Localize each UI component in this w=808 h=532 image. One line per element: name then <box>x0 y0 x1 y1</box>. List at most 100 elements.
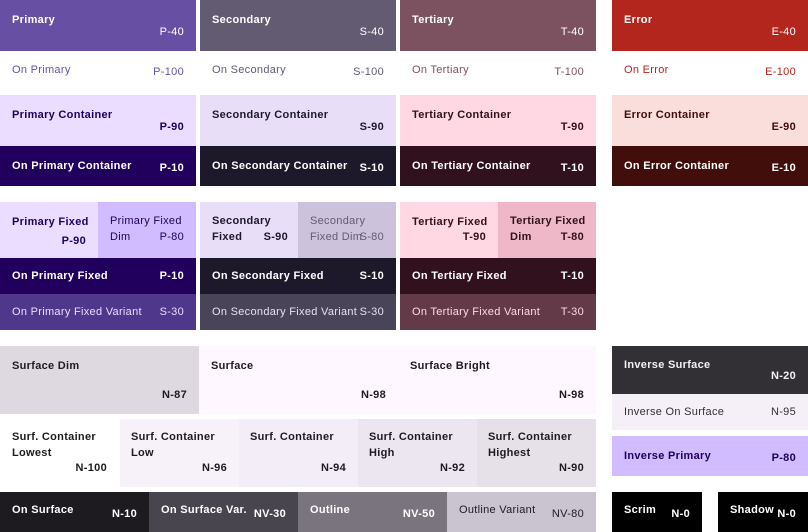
swatch-code: P-100 <box>153 66 184 79</box>
outline-variant-swatch[interactable]: Outline Variant NV-80 <box>447 492 596 532</box>
secondary-fixed-swatch[interactable]: Secondary Fixed S-90 <box>200 202 298 258</box>
inverse-primary-swatch[interactable]: Inverse Primary P-80 <box>612 436 808 476</box>
on-tertiary-fixed-variant-swatch[interactable]: On Tertiary Fixed Variant T-30 <box>400 294 596 330</box>
swatch-label: Primary Fixed <box>12 216 89 228</box>
swatch-code: N-0 <box>777 508 796 521</box>
swatch-label-line2: Low <box>131 447 154 459</box>
swatch-label: Tertiary Container <box>412 109 512 121</box>
swatch-label: Scrim <box>624 503 657 516</box>
swatch-label: On Secondary <box>212 64 286 76</box>
on-secondary-fixed-swatch[interactable]: On Secondary Fixed S-10 <box>200 258 396 294</box>
on-tertiary-container-swatch[interactable]: On Tertiary Container T-10 <box>400 146 596 186</box>
tertiary-swatch[interactable]: Tertiary T-40 <box>400 0 596 51</box>
swatch-label: Secondary Container <box>212 109 329 121</box>
swatch-code: P-10 <box>159 270 184 282</box>
secondary-swatch[interactable]: Secondary S-40 <box>200 0 396 51</box>
swatch-label: On Tertiary <box>412 64 469 76</box>
swatch-code: N-96 <box>201 462 227 474</box>
swatch-label: On Secondary Fixed <box>212 270 324 282</box>
swatch-label: On Surface <box>12 503 74 516</box>
swatch-code: P-80 <box>771 452 796 465</box>
swatch-label-line2: Dim <box>510 231 532 243</box>
primary-container-swatch[interactable]: Primary Container P-90 <box>0 95 196 146</box>
swatch-label: On Secondary Fixed Variant <box>212 306 358 318</box>
swatch-label-block: Secondary Fixed Dim <box>310 213 365 245</box>
swatch-label: Error <box>624 14 653 26</box>
swatch-code: E-100 <box>765 66 796 79</box>
swatch-label: Surface Bright <box>410 360 490 372</box>
swatch-code: E-90 <box>771 121 796 133</box>
on-secondary-swatch[interactable]: On Secondary S-100 <box>200 51 396 89</box>
secondary-fixed-dim-swatch[interactable]: Secondary Fixed Dim S-80 <box>298 202 396 258</box>
swatch-code: N-90 <box>558 462 584 474</box>
on-surface-variant-swatch[interactable]: On Surface Var. NV-30 <box>149 492 298 532</box>
surface-container-swatch[interactable]: Surf. Container N-94 <box>239 419 358 487</box>
swatch-code: N-95 <box>770 406 796 418</box>
on-secondary-fixed-variant-swatch[interactable]: On Secondary Fixed Variant S-30 <box>200 294 396 330</box>
swatch-label: Inverse On Surface <box>624 406 725 418</box>
surface-container-low-swatch[interactable]: Surf. Container Low N-96 <box>120 419 239 487</box>
on-primary-swatch[interactable]: On Primary P-100 <box>0 51 196 89</box>
secondary-container-swatch[interactable]: Secondary Container S-90 <box>200 95 396 146</box>
swatch-label-block: Surf. Container Highest <box>488 429 572 461</box>
on-primary-container-swatch[interactable]: On Primary Container P-10 <box>0 146 196 186</box>
shadow-swatch[interactable]: Shadow N-0 <box>718 492 808 532</box>
swatch-label: Secondary <box>212 14 271 26</box>
scrim-swatch[interactable]: Scrim N-0 <box>612 492 702 532</box>
tertiary-fixed-dim-swatch[interactable]: Tertiary Fixed Dim T-80 <box>498 202 596 258</box>
on-primary-fixed-variant-swatch[interactable]: On Primary Fixed Variant S-30 <box>0 294 196 330</box>
swatch-code: S-40 <box>359 26 384 38</box>
swatch-code: N-10 <box>111 508 137 521</box>
swatch-label-line2: Fixed <box>212 231 243 243</box>
swatch-label: Surface Dim <box>12 360 80 372</box>
swatch-code: N-0 <box>671 508 690 521</box>
inverse-on-surface-swatch[interactable]: Inverse On Surface N-95 <box>612 394 808 430</box>
primary-fixed-dim-swatch[interactable]: Primary Fixed Dim P-80 <box>98 202 196 258</box>
on-tertiary-swatch[interactable]: On Tertiary T-100 <box>400 51 596 89</box>
swatch-label: On Primary Fixed Variant <box>12 306 142 318</box>
tertiary-container-swatch[interactable]: Tertiary Container T-90 <box>400 95 596 146</box>
swatch-label-block: Surf. Container Lowest <box>12 429 96 461</box>
swatch-label: Error Container <box>624 109 710 121</box>
outline-swatch[interactable]: Outline NV-50 <box>298 492 447 532</box>
on-secondary-container-swatch[interactable]: On Secondary Container S-10 <box>200 146 396 186</box>
primary-swatch[interactable]: Primary P-40 <box>0 0 196 51</box>
swatch-code: S-10 <box>359 162 384 175</box>
tertiary-fixed-swatch[interactable]: Tertiary Fixed T-90 <box>400 202 498 258</box>
swatch-label: Inverse Surface <box>624 359 711 371</box>
on-surface-swatch[interactable]: On Surface N-10 <box>0 492 149 532</box>
error-swatch[interactable]: Error E-40 <box>612 0 808 51</box>
swatch-label: On Tertiary Fixed Variant <box>412 306 541 318</box>
swatch-label-block: Surf. Container High <box>369 429 453 461</box>
swatch-label: Outline <box>310 503 350 516</box>
swatch-label: Tertiary <box>412 14 454 26</box>
swatch-code: T-40 <box>560 26 584 38</box>
swatch-code: T-10 <box>560 270 584 282</box>
swatch-label-line2: Dim <box>110 231 131 243</box>
swatch-code: N-20 <box>770 370 796 382</box>
surface-container-high-swatch[interactable]: Surf. Container High N-92 <box>358 419 477 487</box>
swatch-code: P-90 <box>159 121 184 133</box>
on-error-swatch[interactable]: On Error E-100 <box>612 51 808 89</box>
swatch-code: T-100 <box>554 66 584 79</box>
surface-swatch[interactable]: Surface N-98 <box>199 346 398 414</box>
swatch-label-line2: Highest <box>488 447 531 459</box>
swatch-code: S-80 <box>359 231 384 243</box>
swatch-code: T-30 <box>560 306 584 318</box>
swatch-label: On Primary Container <box>12 160 132 172</box>
surface-bright-swatch[interactable]: Surface Bright N-98 <box>398 346 596 414</box>
swatch-label: Surface <box>211 360 254 372</box>
surface-container-lowest-swatch[interactable]: Surf. Container Lowest N-100 <box>0 419 120 487</box>
surface-container-highest-swatch[interactable]: Surf. Container Highest N-90 <box>477 419 596 487</box>
inverse-surface-swatch[interactable]: Inverse Surface N-20 <box>612 346 808 394</box>
on-tertiary-fixed-swatch[interactable]: On Tertiary Fixed T-10 <box>400 258 596 294</box>
swatch-label: On Secondary Container <box>212 160 348 172</box>
swatch-code: NV-80 <box>551 508 584 521</box>
swatch-code: N-98 <box>558 389 584 401</box>
surface-dim-swatch[interactable]: Surface Dim N-87 <box>0 346 199 414</box>
error-container-swatch[interactable]: Error Container E-90 <box>612 95 808 146</box>
primary-fixed-swatch[interactable]: Primary Fixed P-90 <box>0 202 98 258</box>
on-primary-fixed-swatch[interactable]: On Primary Fixed P-10 <box>0 258 196 294</box>
on-error-container-swatch[interactable]: On Error Container E-10 <box>612 146 808 186</box>
swatch-label: On Tertiary Fixed <box>412 270 507 282</box>
